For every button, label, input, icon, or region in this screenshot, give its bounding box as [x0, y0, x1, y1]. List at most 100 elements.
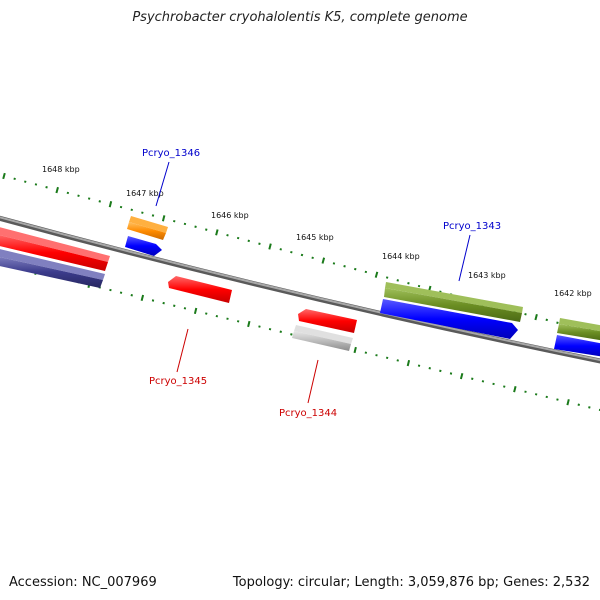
minor-tick [119, 291, 123, 294]
minor-tick [87, 197, 91, 200]
feature-gray-pcryo-1344[interactable] [292, 325, 353, 351]
minor-tick [258, 242, 261, 245]
major-tick [374, 271, 379, 278]
minor-tick [588, 406, 591, 409]
genome-title: Psychrobacter cryohalolentis K5, complet… [132, 10, 468, 25]
minor-tick [534, 393, 538, 396]
major-tick [406, 359, 411, 367]
feature-olive-pcryo-1343[interactable] [384, 282, 523, 322]
leader-pcryo-1343 [458, 234, 471, 282]
minor-tick [396, 279, 399, 282]
minor-tick [236, 236, 240, 240]
minor-tick [13, 177, 16, 181]
gene-label-pcryo-1345[interactable]: Pcryo_1345 [149, 376, 207, 387]
feature-navy-left[interactable] [0, 248, 105, 288]
minor-tick [162, 301, 165, 305]
kbp-label-1648: 1648 kbp [42, 165, 80, 174]
minor-tick [24, 180, 27, 183]
feature-red-pcryo-1344[interactable] [298, 309, 357, 333]
gene-label-pcryo-1344[interactable]: Pcryo_1344 [279, 408, 337, 419]
minor-tick [130, 294, 133, 297]
feature-olive-right[interactable] [557, 318, 600, 341]
major-tick [321, 257, 326, 264]
minor-tick [332, 262, 336, 265]
minor-tick [385, 276, 389, 279]
outer-tick-track [2, 172, 600, 336]
minor-tick [364, 351, 368, 354]
minor-tick [396, 359, 399, 362]
minor-tick [236, 320, 240, 323]
minor-tick [215, 314, 219, 318]
major-tick [459, 372, 464, 380]
minor-tick [205, 228, 208, 231]
minor-tick [279, 248, 282, 251]
minor-tick [417, 364, 421, 367]
feature-red-pcryo-1345[interactable] [168, 276, 232, 303]
minor-tick [428, 367, 431, 370]
minor-tick [364, 270, 368, 274]
accession-label: Accession: NC_007969 [9, 575, 157, 590]
minor-tick [290, 250, 293, 254]
gene-label-pcryo-1346[interactable]: Pcryo_1346 [142, 148, 200, 159]
major-tick [513, 385, 517, 393]
kbp-label-1646: 1646 kbp [211, 211, 249, 220]
feature-red-left[interactable] [0, 226, 110, 271]
major-tick [534, 313, 538, 321]
genome-stats-label: Topology: circular; Length: 3,059,876 bp… [232, 575, 590, 590]
minor-tick [279, 330, 282, 334]
minor-tick [173, 219, 176, 223]
minor-tick [311, 256, 314, 260]
minor-tick [77, 194, 80, 198]
major-tick [247, 320, 251, 328]
gene-label-leaders [155, 161, 471, 404]
major-tick [215, 229, 219, 236]
feature-blue-pcryo-1343[interactable] [380, 299, 518, 339]
feature-blue-right[interactable] [554, 335, 600, 357]
minor-tick [151, 214, 155, 217]
major-tick [268, 243, 272, 250]
minor-tick [173, 304, 176, 307]
minor-tick [226, 233, 229, 237]
gene-label-pcryo-1343[interactable]: Pcryo_1343 [443, 221, 501, 232]
feature-orange-pcryo-1346[interactable] [127, 216, 168, 240]
major-tick [140, 294, 145, 302]
kbp-label-1647: 1647 kbp [126, 189, 164, 198]
minor-tick [268, 327, 272, 331]
minor-tick [205, 312, 208, 315]
minor-tick [545, 318, 548, 322]
minor-tick [130, 208, 133, 212]
kbp-labels: 1648 kbp 1647 kbp 1646 kbp 1645 kbp 1644… [42, 165, 592, 298]
kbp-label-1643: 1643 kbp [468, 271, 506, 280]
minor-tick [109, 288, 112, 292]
major-tick [161, 215, 166, 222]
minor-tick [194, 225, 197, 229]
minor-tick [492, 382, 495, 386]
kbp-label-1642: 1642 kbp [554, 289, 592, 298]
minor-tick [503, 385, 506, 388]
minor-tick [183, 307, 187, 310]
minor-tick [354, 267, 357, 271]
minor-tick [524, 312, 527, 316]
minor-tick [119, 205, 123, 209]
minor-tick [247, 239, 250, 243]
minor-tick [290, 333, 293, 336]
kbp-label-1645: 1645 kbp [296, 233, 334, 242]
minor-tick [258, 325, 261, 328]
major-tick [2, 172, 6, 180]
minor-tick [34, 183, 38, 186]
minor-tick [98, 200, 101, 203]
minor-tick [545, 395, 548, 399]
minor-tick [471, 377, 474, 380]
minor-tick [183, 222, 187, 226]
major-tick [566, 399, 570, 406]
major-tick [108, 201, 113, 208]
minor-tick [481, 380, 485, 383]
kbp-label-1644: 1644 kbp [382, 252, 420, 261]
leader-pcryo-1345 [176, 328, 189, 373]
feature-blue-small[interactable] [125, 236, 162, 256]
minor-tick [439, 369, 442, 373]
minor-tick [385, 356, 389, 360]
genome-backbone [0, 215, 600, 364]
minor-tick [343, 265, 346, 268]
